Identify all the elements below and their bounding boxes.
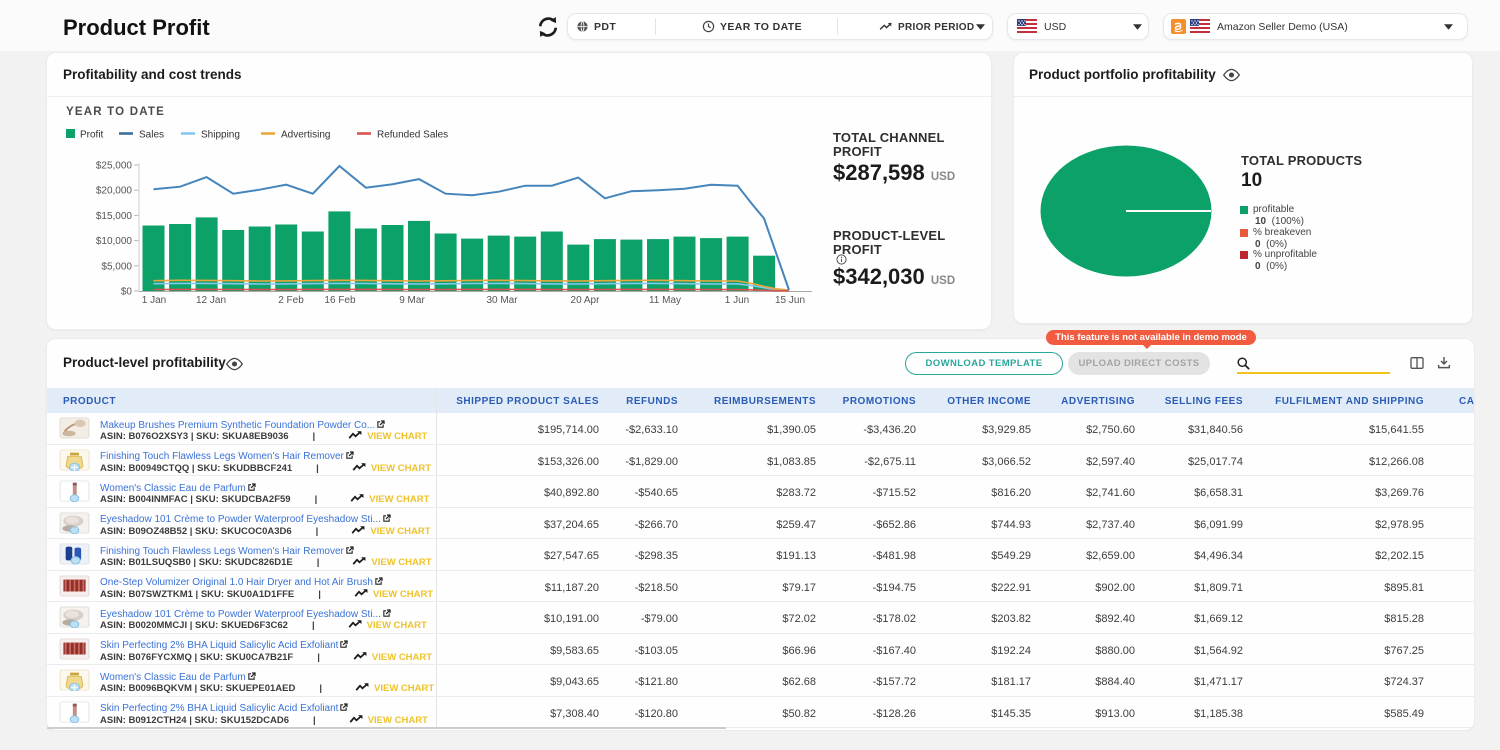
svg-text:Profit: Profit xyxy=(80,130,104,141)
svg-text:1 Jan: 1 Jan xyxy=(142,295,166,306)
svg-text:Shipping: Shipping xyxy=(201,130,240,141)
svg-text:12 Jan: 12 Jan xyxy=(196,295,226,306)
svg-text:$0: $0 xyxy=(121,287,133,298)
svg-text:1 Jun: 1 Jun xyxy=(725,295,749,306)
svg-text:$20,000: $20,000 xyxy=(96,186,133,197)
svg-text:$10,000: $10,000 xyxy=(96,236,133,247)
svg-text:30 Mar: 30 Mar xyxy=(486,295,518,306)
svg-text:$5,000: $5,000 xyxy=(101,261,132,272)
svg-text:$25,000: $25,000 xyxy=(96,161,133,172)
svg-text:Sales: Sales xyxy=(139,130,164,141)
svg-text:20 Apr: 20 Apr xyxy=(571,295,601,306)
svg-text:11 May: 11 May xyxy=(649,295,681,306)
svg-text:$15,000: $15,000 xyxy=(96,211,133,222)
svg-text:15 Jun: 15 Jun xyxy=(775,295,805,306)
svg-text:2 Feb: 2 Feb xyxy=(278,295,304,306)
svg-text:Advertising: Advertising xyxy=(281,130,330,141)
svg-text:Refunded Sales: Refunded Sales xyxy=(377,130,448,141)
svg-text:9 Mar: 9 Mar xyxy=(399,295,425,306)
svg-text:16 Feb: 16 Feb xyxy=(324,295,356,306)
